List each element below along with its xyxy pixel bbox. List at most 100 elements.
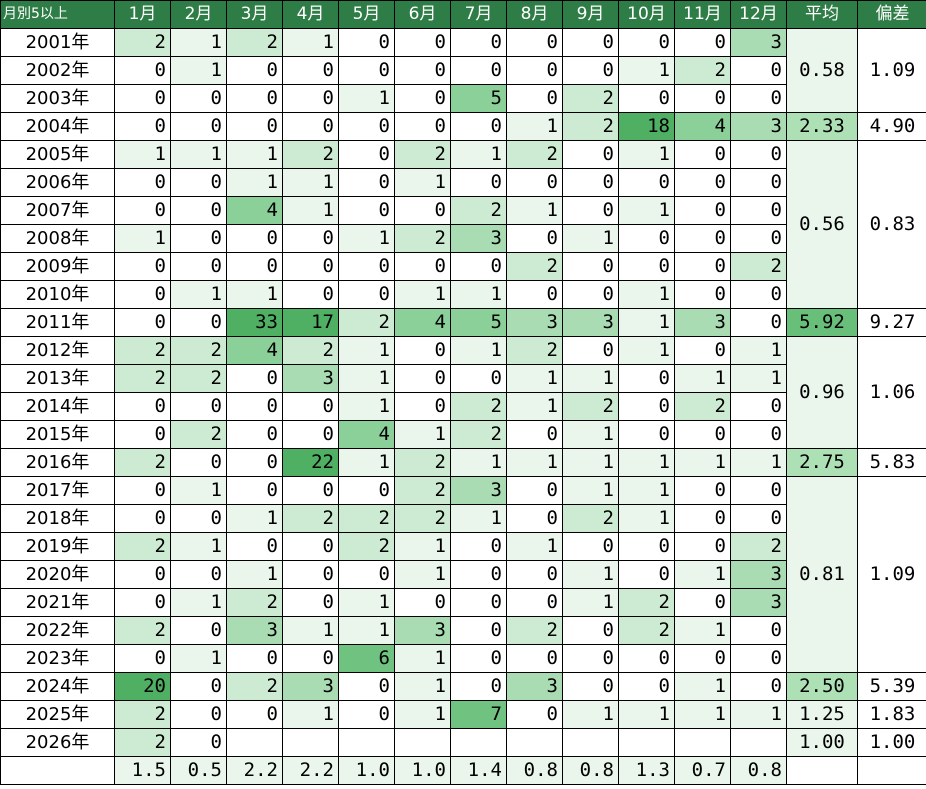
count-cell: 0 [618, 252, 675, 281]
count-cell: 17 [282, 308, 339, 337]
count-cell: 1 [394, 168, 451, 197]
count-cell: 2 [562, 84, 619, 113]
count-cell: 2 [674, 56, 731, 85]
count-cell [450, 728, 507, 757]
count-cell: 1 [506, 112, 563, 141]
count-cell: 1 [674, 616, 731, 645]
year-cell: 2010年 [0, 280, 115, 309]
count-cell: 0 [506, 420, 563, 449]
count-cell: 1 [170, 56, 227, 85]
count-cell: 1 [170, 588, 227, 617]
count-cell: 0 [282, 56, 339, 85]
count-cell: 0 [618, 672, 675, 701]
count-cell: 0 [282, 644, 339, 673]
count-cell: 0 [618, 364, 675, 393]
year-cell: 2019年 [0, 532, 115, 561]
count-cell: 0 [170, 84, 227, 113]
table-row: 2017年 0 1 0 0 0 2 3 0 1 1 0 0 0.81 1.09 [0, 476, 926, 673]
count-cell: 0 [394, 364, 451, 393]
count-cell: 0 [562, 672, 619, 701]
count-cell: 1 [674, 364, 731, 393]
count-cell: 3 [506, 308, 563, 337]
count-cell: 2 [394, 224, 451, 253]
header-month-5: 5月 [338, 0, 395, 29]
count-cell: 1 [338, 364, 395, 393]
count-cell: 2 [338, 308, 395, 337]
count-cell: 1 [618, 196, 675, 225]
count-cell: 4 [394, 308, 451, 337]
count-cell: 1 [618, 280, 675, 309]
count-cell: 1 [394, 560, 451, 589]
year-cell: 2005年 [0, 140, 115, 169]
table-row: 2022年 2 0 3 1 1 3 0 2 0 2 1 0 [0, 616, 926, 645]
average-cell: 0.58 [786, 28, 858, 113]
count-cell: 1 [394, 420, 451, 449]
count-cell: 0 [562, 532, 619, 561]
table-row: 2004年 0 0 0 0 0 0 0 1 2 18 4 3 2.33 4.90 [0, 112, 926, 141]
count-cell: 0 [450, 672, 507, 701]
count-cell: 2 [282, 140, 339, 169]
count-cell: 0 [506, 168, 563, 197]
count-cell: 0 [674, 644, 731, 673]
deviation-cell: 1.83 [857, 700, 926, 729]
count-cell: 0 [730, 56, 787, 85]
count-cell: 3 [450, 224, 507, 253]
table-row: 2012年 2 2 4 2 1 0 1 2 0 1 0 1 0.96 1.06 [0, 336, 926, 449]
count-cell: 0 [730, 196, 787, 225]
count-cell: 3 [450, 476, 507, 505]
count-cell: 3 [506, 672, 563, 701]
count-cell: 1 [226, 168, 283, 197]
count-cell: 4 [226, 196, 283, 225]
count-cell: 3 [674, 308, 731, 337]
year-cell: 2016年 [0, 448, 115, 477]
footer-label-cell [0, 756, 115, 785]
count-cell: 1 [618, 140, 675, 169]
count-cell: 1 [730, 700, 787, 729]
count-cell: 2 [506, 140, 563, 169]
count-cell: 1 [170, 476, 227, 505]
count-cell: 0 [394, 336, 451, 365]
count-cell: 0 [506, 588, 563, 617]
count-cell: 0 [114, 392, 171, 421]
count-cell: 0 [394, 196, 451, 225]
count-cell: 0 [450, 112, 507, 141]
count-cell: 0 [114, 196, 171, 225]
count-cell: 0 [618, 420, 675, 449]
year-cell: 2023年 [0, 644, 115, 673]
count-cell [394, 728, 451, 757]
count-cell: 1 [450, 280, 507, 309]
count-cell: 0 [450, 588, 507, 617]
year-cell: 2020年 [0, 560, 115, 589]
count-cell: 1 [226, 504, 283, 533]
count-cell: 1 [674, 672, 731, 701]
header-month-6: 6月 [394, 0, 451, 29]
count-cell: 1 [674, 700, 731, 729]
count-cell: 2 [170, 420, 227, 449]
count-cell: 1 [506, 196, 563, 225]
average-cell: 1.25 [786, 700, 858, 729]
year-cell: 2001年 [0, 28, 115, 57]
header-month-2: 2月 [170, 0, 227, 29]
count-cell: 2 [730, 252, 787, 281]
count-cell: 2 [114, 28, 171, 57]
count-cell: 0 [618, 168, 675, 197]
count-cell: 0 [618, 644, 675, 673]
count-cell: 0 [170, 168, 227, 197]
year-cell: 2026年 [0, 728, 115, 757]
header-month-7: 7月 [450, 0, 507, 29]
count-cell: 1 [170, 28, 227, 57]
count-cell: 4 [674, 112, 731, 141]
count-cell: 1 [618, 56, 675, 85]
year-cell: 2007年 [0, 196, 115, 225]
count-cell: 1 [450, 336, 507, 365]
year-cell: 2012年 [0, 336, 115, 365]
table-row: 2001年 2 1 2 1 0 0 0 0 0 0 0 3 0.58 1.09 [0, 28, 926, 113]
count-cell: 2 [114, 728, 171, 757]
header-month-11: 11月 [674, 0, 731, 29]
count-cell: 0 [674, 588, 731, 617]
count-cell: 0 [618, 392, 675, 421]
count-cell: 1 [338, 448, 395, 477]
count-cell: 0 [282, 112, 339, 141]
count-cell: 2 [506, 336, 563, 365]
count-cell: 0 [114, 168, 171, 197]
